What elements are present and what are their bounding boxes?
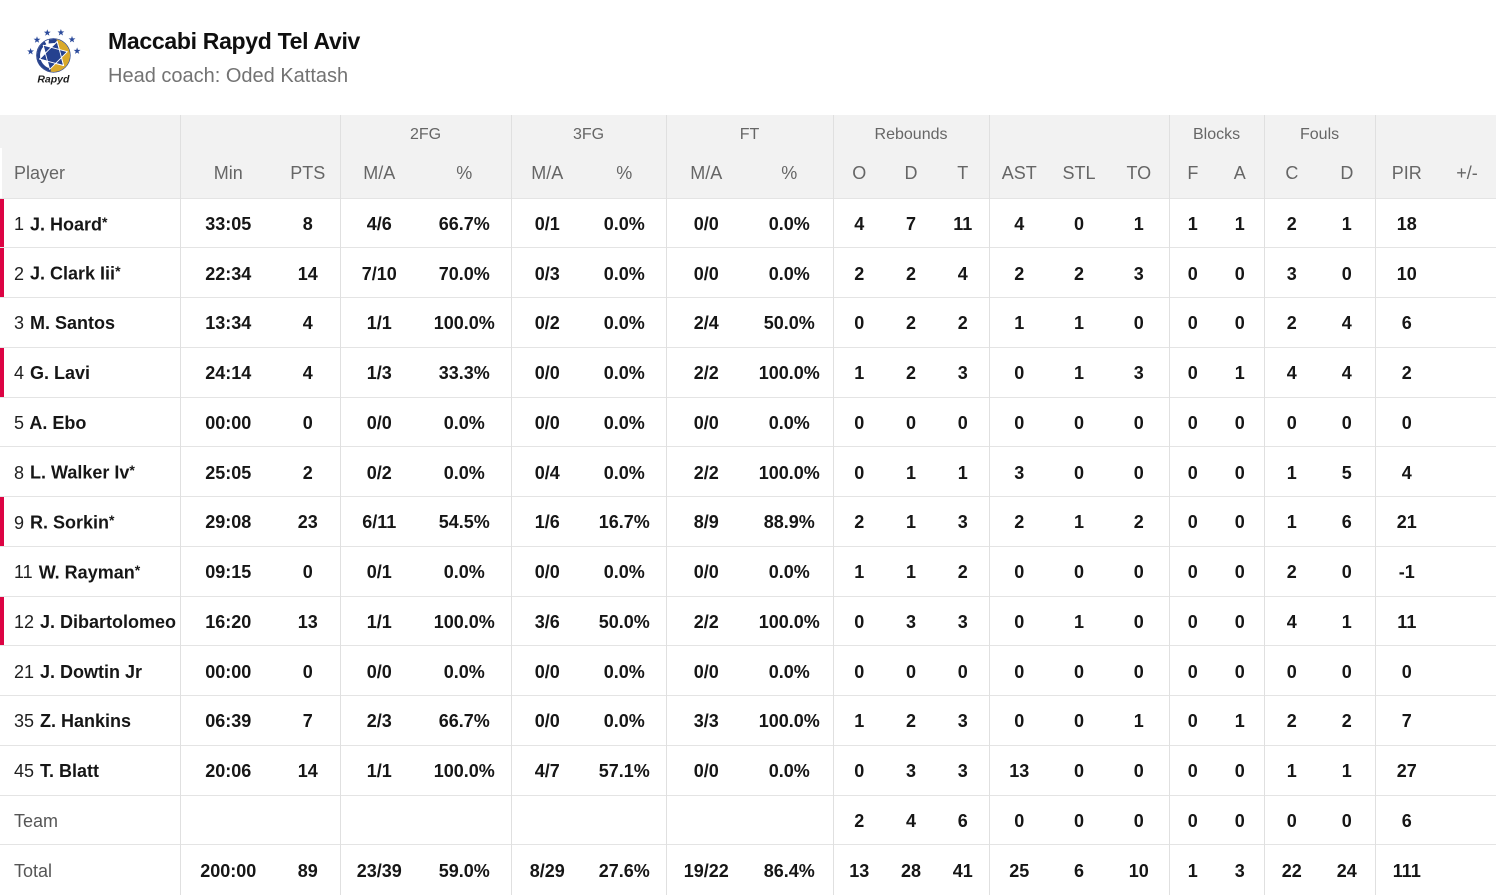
svg-text:Rapyd: Rapyd [37, 74, 70, 86]
